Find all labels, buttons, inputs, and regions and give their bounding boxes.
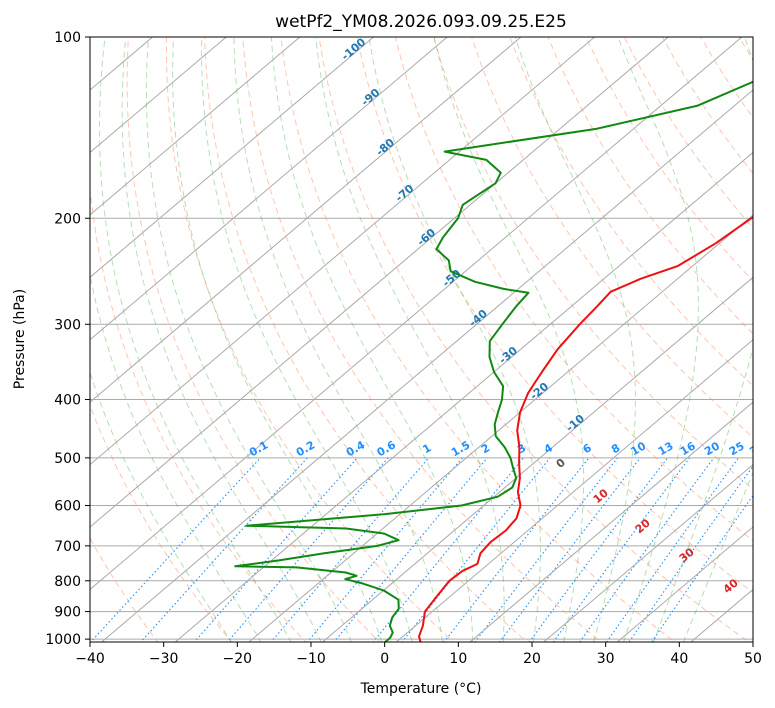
isotherm-line [90,37,448,341]
dry-adiabat-line [90,537,159,642]
isotherm-line [100,89,753,642]
isotherm-line [90,37,522,403]
isotherm-line [0,37,5,652]
dry-adiabat-line [165,37,455,642]
mixing-ratio-line [628,465,753,642]
y-axis-title: Pressure (hPa) [12,289,28,389]
isotherm-line [90,37,227,154]
dry-adiabat-line [318,37,750,642]
isotherm-line [90,37,595,466]
isotherm-line [321,276,753,642]
mixing-ratio-line [401,457,551,642]
dry-adiabat-line [90,404,233,642]
y-axis: 100 200 300 400 500 600 700 800 900 1000 [45,30,90,648]
x-tick-label: 30 [597,651,615,667]
y-tick-label: 300 [54,317,81,333]
x-tick-label: 20 [523,651,541,667]
isotherm-line [753,37,775,652]
dry-adiabat-line [394,37,753,542]
mixing-ratio-line [140,457,308,642]
x-tick-label: 50 [744,651,762,667]
x-tick-label: 40 [670,651,688,667]
y-tick-label: 100 [54,30,81,46]
moist-adiabat-line [368,37,541,642]
isotherm-line [90,37,743,591]
isotherm-line [616,526,753,642]
skewed-isotherms [0,37,775,652]
moist-adiabat-line [682,471,753,642]
moist-adiabat-line [514,37,636,642]
dry-adiabat-line [242,37,602,642]
x-tick-label: −10 [296,651,326,667]
mixing-ratio-line [579,457,715,642]
moist-adiabat-line [121,37,322,642]
x-tick-label: −30 [149,651,179,667]
x-axis-title: Temperature (°C) [360,681,482,697]
moist-adiabat-line [172,37,383,642]
moist-adiabat-line [201,37,413,642]
mixing-ratio-line [606,457,740,642]
mixing-ratio-line [498,457,641,642]
sounding-profiles [234,80,753,642]
plot-background [90,37,753,642]
y-tick-label: 900 [54,605,81,621]
y-tick-label: 600 [54,499,81,515]
x-tick-label: −40 [75,651,105,667]
dry-adiabat-line [356,37,753,594]
mixing-ratio-label: 36 [768,439,775,458]
moist-adiabat-line [433,37,585,642]
mixing-ratio-line [552,457,691,642]
y-tick-label: 800 [54,574,81,590]
moist-adiabat-line [145,37,352,642]
isotherm-line [469,401,753,642]
y-tick-label: 400 [54,393,81,409]
y-tick-label: 700 [54,539,81,555]
dry-adiabat-line [204,37,529,642]
x-tick-label: 0 [380,651,389,667]
moist-adiabat-line [652,37,753,642]
isotherm-line [542,463,753,642]
pressure-grid [90,37,753,640]
mixing-ratio-line [443,457,590,642]
x-tick-label: −20 [223,651,253,667]
moist-adiabat-line [315,37,505,642]
dry-adiabats [90,37,753,642]
y-tick-label: 200 [54,211,81,227]
plot-frame [89,36,754,643]
moist-adiabats [90,37,753,642]
isotherm-line [395,339,753,642]
temperature-profile [418,215,753,642]
moist-adiabat-line [90,272,262,642]
y-tick-label: 1000 [45,632,81,648]
mixing-ratio-line [474,457,618,642]
x-axis: −40 −30 −20 −10 0 10 20 30 40 50 [75,642,762,667]
x-tick-label: 10 [449,651,467,667]
moist-adiabat-line [233,37,443,642]
isotherm-line [90,37,669,528]
chart-title: wetPf2_YM08.2026.093.09.25.E25 [275,12,567,32]
moist-adiabat-line [270,37,474,642]
mixing-ratio-line [90,457,261,642]
mixing-ratio-line [270,457,430,642]
mixing-ratio-line [226,457,389,642]
isotherm-line [174,151,753,642]
y-tick-label: 500 [54,451,81,467]
moist-adiabat-line [90,370,232,642]
isotherm-line [90,37,374,278]
isotherm-line [90,37,301,216]
moist-adiabat-line [617,37,699,642]
mixing-ratio-label: 30 [747,439,767,458]
mixing-ratio-lines [90,457,753,642]
mixing-ratio-line [372,457,524,642]
dewpoint-profile [234,80,753,642]
